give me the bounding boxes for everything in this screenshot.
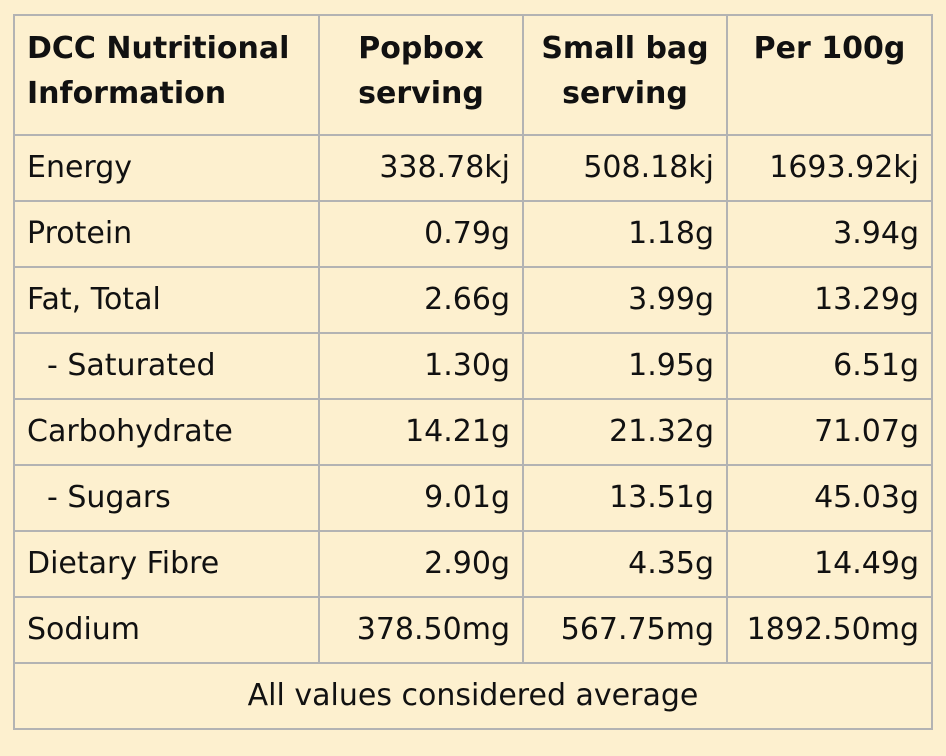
per-100g-value: 6.51g [726, 332, 933, 400]
per-100g-value: 45.03g [726, 464, 933, 532]
nutrition-table-container: DCC Nutritional Information Popbox servi… [13, 14, 933, 730]
footer-note: All values considered average [13, 662, 933, 730]
table-row: - Saturated 1.30g 1.95g 6.51g [13, 332, 933, 400]
nutrient-label: Carbohydrate [13, 398, 320, 466]
nutrition-table: DCC Nutritional Information Popbox servi… [13, 14, 933, 730]
header-title: DCC Nutritional Information [13, 14, 320, 136]
popbox-value: 9.01g [318, 464, 524, 532]
header-per-100g: Per 100g [726, 14, 933, 136]
nutrient-label: Sodium [13, 596, 320, 664]
popbox-value: 338.78kj [318, 134, 524, 202]
popbox-value: 2.90g [318, 530, 524, 598]
per-100g-value: 1892.50mg [726, 596, 933, 664]
small-bag-value: 3.99g [522, 266, 728, 334]
nutrient-label: Dietary Fibre [13, 530, 320, 598]
popbox-value: 1.30g [318, 332, 524, 400]
table-body: Energy 338.78kj 508.18kj 1693.92kj Protein 0.… [13, 134, 933, 664]
nutrient-label: Protein [13, 200, 320, 268]
nutrient-label: Fat, Total [13, 266, 320, 334]
table-row: Fat, Total 2.66g 3.99g 13.29g [13, 266, 933, 334]
table-row: Dietary Fibre 2.90g 4.35g 14.49g [13, 530, 933, 598]
per-100g-value: 14.49g [726, 530, 933, 598]
popbox-value: 2.66g [318, 266, 524, 334]
nutrient-label: - Saturated [13, 332, 320, 400]
table-header-row: DCC Nutritional Information Popbox servi… [13, 14, 933, 136]
nutrient-label: Energy [13, 134, 320, 202]
popbox-value: 0.79g [318, 200, 524, 268]
small-bag-value: 21.32g [522, 398, 728, 466]
table-row: - Sugars 9.01g 13.51g 45.03g [13, 464, 933, 532]
table-row: Carbohydrate 14.21g 21.32g 71.07g [13, 398, 933, 466]
small-bag-value: 1.18g [522, 200, 728, 268]
small-bag-value: 567.75mg [522, 596, 728, 664]
table-row: Sodium 378.50mg 567.75mg 1892.50mg [13, 596, 933, 664]
table-row: Protein 0.79g 1.18g 3.94g [13, 200, 933, 268]
per-100g-value: 1693.92kj [726, 134, 933, 202]
table-row: Energy 338.78kj 508.18kj 1693.92kj [13, 134, 933, 202]
small-bag-value: 1.95g [522, 332, 728, 400]
nutrient-label: - Sugars [13, 464, 320, 532]
per-100g-value: 3.94g [726, 200, 933, 268]
table-footer-row: All values considered average [13, 662, 933, 730]
small-bag-value: 13.51g [522, 464, 728, 532]
header-small-bag-serving: Small bag serving [522, 14, 728, 136]
header-popbox-serving: Popbox serving [318, 14, 524, 136]
per-100g-value: 13.29g [726, 266, 933, 334]
small-bag-value: 508.18kj [522, 134, 728, 202]
small-bag-value: 4.35g [522, 530, 728, 598]
per-100g-value: 71.07g [726, 398, 933, 466]
popbox-value: 14.21g [318, 398, 524, 466]
popbox-value: 378.50mg [318, 596, 524, 664]
